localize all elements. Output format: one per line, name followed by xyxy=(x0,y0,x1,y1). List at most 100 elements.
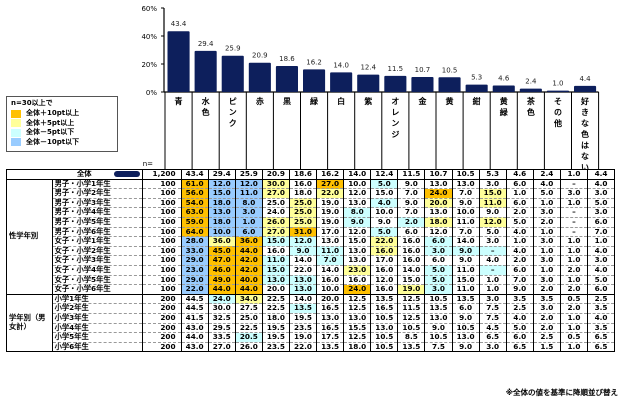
value-cell: 22.0 xyxy=(288,265,317,276)
row-label: 男子・小学5年生 xyxy=(51,217,143,228)
value-cell: 22.5 xyxy=(261,294,290,305)
value-cell: 6.0 xyxy=(234,227,263,238)
bar-value-label: 12.4 xyxy=(360,64,376,72)
value-cell: 14.0 xyxy=(316,265,344,276)
value-cell: 44.0 xyxy=(207,284,236,295)
value-cell: 23.0 xyxy=(343,265,371,276)
category-label-char: 黒 xyxy=(283,96,291,106)
value-cell: 7.0 xyxy=(397,208,425,218)
value-cell: 1.5 xyxy=(532,342,561,353)
bar-13 xyxy=(492,85,515,92)
value-cell: 9.0 xyxy=(451,342,480,353)
value-cell: 14.0 xyxy=(343,169,371,180)
value-cell: 1.0 xyxy=(532,227,561,238)
value-cell: 7.0 xyxy=(505,275,534,286)
value-cell: 16.0 xyxy=(370,284,398,295)
value-cell: 12.0 xyxy=(343,227,371,238)
value-cell: 31.0 xyxy=(288,227,317,238)
n-cell: 100 xyxy=(141,265,182,276)
value-cell: 12.0 xyxy=(478,217,507,228)
value-cell: 4.5 xyxy=(478,323,507,334)
bar-value-label: 25.9 xyxy=(225,45,241,53)
bar-value-label: 4.6 xyxy=(498,75,510,83)
y-tick-label: 40% xyxy=(141,33,157,41)
value-cell: 13.0 xyxy=(424,179,453,190)
value-cell: 5.0 xyxy=(424,275,453,286)
table-row: 女子・小学3年生 100 29.0 47.0 42.0 11.0 14.0 7.0 13.0 17… xyxy=(7,256,616,266)
value-cell: 5.0 xyxy=(532,189,561,199)
value-cell: 9.0 xyxy=(424,323,453,334)
value-cell: 5.3 xyxy=(478,169,507,180)
table-row: 女子・小学6年生 100 22.0 44.0 44.0 20.0 13.0 10.0 24.0 1… xyxy=(7,284,616,295)
value-cell: 2.0 xyxy=(532,323,561,334)
value-cell: 5.0 xyxy=(505,217,534,228)
value-cell: 13.5 xyxy=(316,342,344,353)
bar-7 xyxy=(330,72,353,92)
group-label: 性学年別 xyxy=(6,179,53,295)
value-cell: 19.5 xyxy=(288,313,317,324)
value-cell: 10.5 xyxy=(370,332,398,343)
value-cell: 6.0 xyxy=(505,198,534,209)
value-cell: 6.0 xyxy=(424,237,453,247)
value-cell: 19.5 xyxy=(261,332,290,343)
value-cell: 2.5 xyxy=(532,332,561,343)
value-cell: 3.0 xyxy=(478,342,507,353)
value-cell: 16.0 xyxy=(288,179,317,190)
value-cell: 24.0 xyxy=(424,189,453,199)
value-cell: 4.0 xyxy=(532,179,561,190)
value-cell: 7.0 xyxy=(451,189,480,199)
value-cell: 10.5 xyxy=(424,332,453,343)
value-cell: 22.5 xyxy=(261,304,290,314)
value-cell: 2.5 xyxy=(505,304,534,314)
value-cell: 27.0 xyxy=(261,227,290,238)
n-cell: 100 xyxy=(141,189,182,199)
value-cell: 2.0 xyxy=(559,265,588,276)
n-cell: 200 xyxy=(141,294,182,305)
value-cell: 11.5 xyxy=(397,169,425,180)
value-cell: 4.4 xyxy=(586,169,616,180)
row-label: 女子・小学1年生 xyxy=(51,237,143,247)
value-cell: 15.0 xyxy=(261,265,290,276)
value-cell: 3.5 xyxy=(505,294,534,305)
value-cell: 33.0 xyxy=(180,246,209,257)
value-cell: 16.0 xyxy=(316,275,344,286)
value-cell: 34.0 xyxy=(234,294,263,305)
value-cell: 9.0 xyxy=(343,217,371,228)
row-label: 女子・小学4年生 xyxy=(51,265,143,276)
value-cell: 2.0 xyxy=(532,313,561,324)
value-cell: 1.0 xyxy=(559,275,588,286)
value-cell: 25.0 xyxy=(288,198,317,209)
value-cell: 9.0 xyxy=(451,246,480,257)
value-cell: 30.0 xyxy=(261,179,290,190)
value-cell: 9.0 xyxy=(451,198,480,209)
n-cell: 200 xyxy=(141,323,182,334)
value-cell: 2.0 xyxy=(397,217,425,228)
value-cell: 15.0 xyxy=(207,189,236,199)
value-cell: 11.0 xyxy=(316,246,344,257)
row-label: 男子・小学4年生 xyxy=(51,208,143,218)
value-cell: 2.0 xyxy=(505,256,534,266)
row-label: 女子・小学3年生 xyxy=(51,256,143,266)
table-row: 男子・小学2年生 100 56.0 15.0 11.0 27.0 18.0 22.0 12.0 1… xyxy=(7,189,616,199)
value-cell: 44.0 xyxy=(234,284,263,295)
value-cell: 13.0 xyxy=(207,208,236,218)
value-cell: 22.0 xyxy=(288,342,317,353)
value-cell: 1.0 xyxy=(478,284,507,295)
value-cell: 16.0 xyxy=(397,237,425,247)
category-label-char: 紫 xyxy=(364,96,372,106)
value-cell: 20.0 xyxy=(261,284,290,295)
value-cell: 17.5 xyxy=(316,332,344,343)
bar-8 xyxy=(357,74,380,92)
row-label-text: 全体 xyxy=(77,169,92,178)
value-cell: 54.0 xyxy=(180,198,209,209)
value-cell: 23.0 xyxy=(180,265,209,276)
value-cell: 10.0 xyxy=(316,284,344,295)
value-cell: 1.0 xyxy=(559,198,588,209)
bar-value-label: 11.5 xyxy=(388,65,404,73)
value-cell: 43.0 xyxy=(180,323,209,334)
value-cell: 63.0 xyxy=(180,208,209,218)
category-label-char: ピ xyxy=(229,96,237,106)
category-label-char: ジ xyxy=(391,130,399,139)
value-cell: 1.0 xyxy=(559,342,588,353)
value-cell: 7.0 xyxy=(451,227,480,238)
